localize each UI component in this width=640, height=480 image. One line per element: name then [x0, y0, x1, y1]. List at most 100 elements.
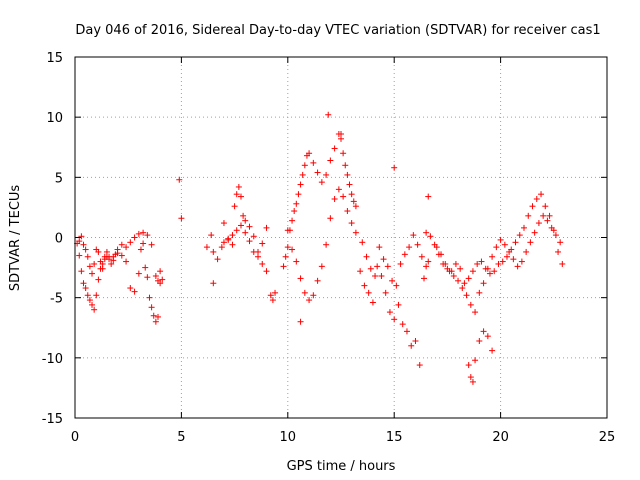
data-point: [401, 251, 408, 258]
data-point: [110, 257, 117, 264]
data-point: [293, 258, 300, 265]
data-point: [529, 203, 536, 210]
data-point: [369, 299, 376, 306]
data-point: [301, 289, 308, 296]
data-point: [340, 150, 347, 157]
data-point: [142, 264, 149, 271]
data-point: [148, 304, 155, 311]
data-point: [533, 195, 540, 202]
data-point: [231, 203, 238, 210]
grid-lines: [75, 57, 607, 418]
data-point: [489, 347, 496, 354]
data-point: [335, 186, 342, 193]
data-point: [452, 260, 459, 267]
data-point: [242, 217, 249, 224]
data-point: [380, 256, 387, 263]
data-point: [363, 253, 370, 260]
data-point: [78, 233, 85, 240]
data-point: [214, 256, 221, 263]
data-point: [406, 244, 413, 251]
data-point: [218, 244, 225, 251]
data-point: [472, 357, 479, 364]
data-point: [225, 235, 232, 242]
data-point: [208, 232, 215, 239]
data-point: [144, 232, 151, 239]
data-point: [159, 276, 166, 283]
data-point: [86, 297, 93, 304]
data-point: [127, 285, 134, 292]
data-point: [506, 248, 513, 255]
plot-frame: [74, 56, 608, 419]
data-point: [474, 260, 481, 267]
data-point: [348, 191, 355, 198]
data-point: [314, 169, 321, 176]
data-point: [306, 297, 313, 304]
data-point: [501, 241, 508, 248]
data-point: [544, 217, 551, 224]
data-point: [472, 309, 479, 316]
data-point: [323, 241, 330, 248]
data-point: [259, 260, 266, 267]
data-point: [389, 277, 396, 284]
data-point: [503, 253, 510, 260]
data-point: [78, 268, 85, 275]
data-point: [282, 253, 289, 260]
data-point: [555, 248, 562, 255]
data-point: [348, 220, 355, 227]
data-point: [465, 275, 472, 282]
data-point: [297, 275, 304, 282]
data-point: [295, 191, 302, 198]
data-point: [478, 258, 485, 265]
data-point: [291, 208, 298, 215]
data-point: [459, 285, 466, 292]
data-point: [476, 289, 483, 296]
data-point: [131, 288, 138, 295]
data-point: [82, 246, 89, 253]
data-point: [359, 239, 366, 246]
data-point: [514, 263, 521, 270]
data-point: [289, 246, 296, 253]
data-point: [112, 251, 119, 258]
data-point: [331, 145, 338, 152]
x-tick-label: 10: [280, 430, 297, 445]
data-point: [152, 273, 159, 280]
data-point: [523, 248, 530, 255]
data-point: [237, 193, 244, 200]
y-tick-label: -15: [42, 412, 63, 427]
data-point: [325, 111, 332, 118]
data-point: [357, 268, 364, 275]
data-point: [559, 260, 566, 267]
data-point: [284, 244, 291, 251]
data-point: [412, 337, 419, 344]
data-point: [272, 289, 279, 296]
data-point: [463, 292, 470, 299]
data-point: [542, 203, 549, 210]
data-point: [374, 263, 381, 270]
data-point: [176, 176, 183, 183]
data-point: [531, 229, 538, 236]
tick-labels: 0 5 10 15 20 25 -15 -10 -5 0 5 10 15: [42, 51, 616, 445]
data-point: [152, 318, 159, 325]
data-point: [423, 229, 430, 236]
x-tick-label: 20: [492, 430, 509, 445]
data-point: [99, 265, 106, 272]
data-point: [352, 203, 359, 210]
data-point: [229, 241, 236, 248]
data-point: [372, 273, 379, 280]
data-point: [263, 268, 270, 275]
data-point: [495, 260, 502, 267]
data-point: [408, 342, 415, 349]
data-point: [135, 230, 142, 237]
data-point: [84, 253, 91, 260]
data-point: [546, 212, 553, 219]
data-point: [446, 268, 453, 275]
y-tick-label: 0: [55, 232, 63, 247]
data-point: [391, 316, 398, 323]
data-point: [327, 157, 334, 164]
data-point: [414, 241, 421, 248]
data-point: [342, 162, 349, 169]
data-point: [393, 282, 400, 289]
data-point: [365, 289, 372, 296]
data-point: [299, 171, 306, 178]
